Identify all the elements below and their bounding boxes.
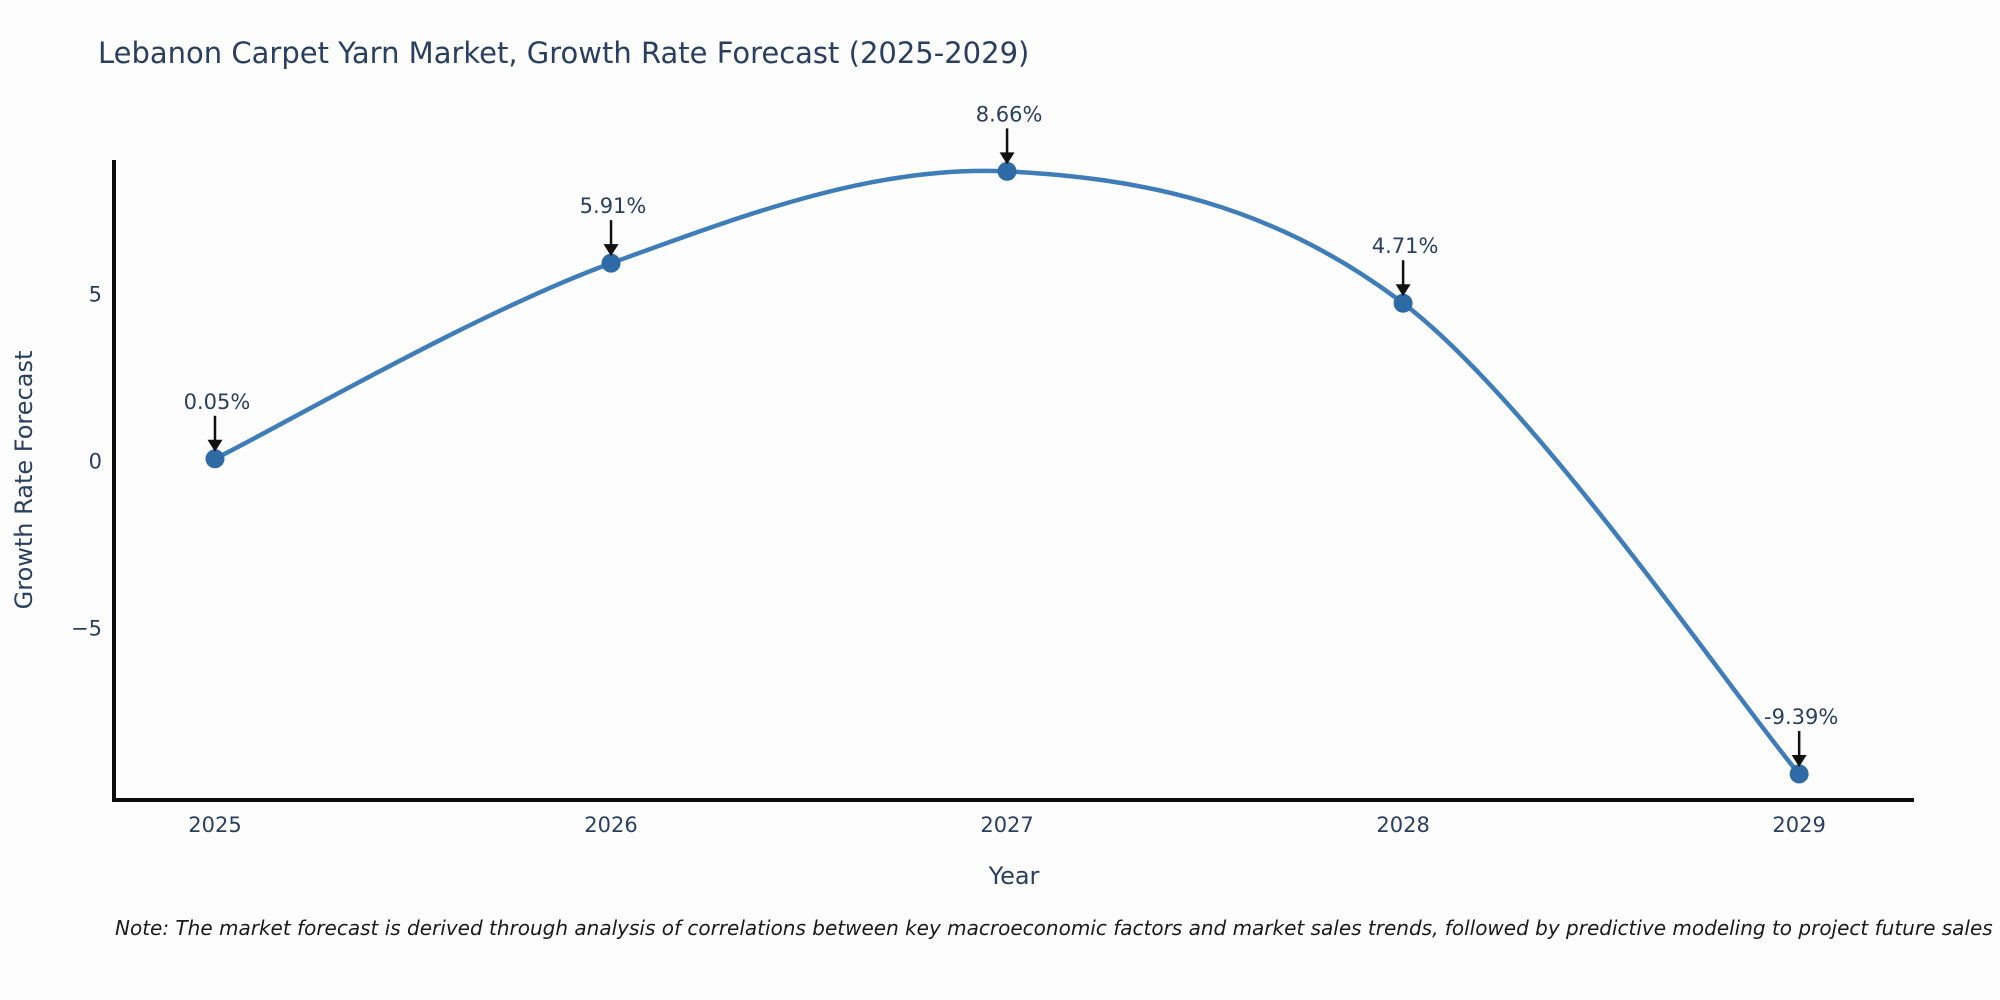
x-tick-label: 2029: [1772, 813, 1825, 837]
annotation-arrow-head-icon: [1791, 754, 1807, 767]
y-tick-label: 5: [89, 283, 102, 307]
annotation-arrow-head-icon: [1395, 284, 1411, 297]
y-tick-label: 0: [89, 449, 102, 473]
annotation-arrow-head-icon: [603, 244, 619, 257]
y-tick-label: −5: [71, 616, 102, 640]
annotation-label: 5.91%: [580, 194, 647, 218]
x-tick-label: 2025: [188, 813, 241, 837]
annotation-label: 0.05%: [184, 390, 251, 414]
x-axis-title: Year: [988, 862, 1040, 890]
chart-title: Lebanon Carpet Yarn Market, Growth Rate …: [98, 36, 1030, 70]
annotation-label: -9.39%: [1764, 705, 1838, 729]
annotation-label: 4.71%: [1372, 234, 1439, 258]
x-tick-label: 2028: [1376, 813, 1429, 837]
x-tick-label: 2026: [584, 813, 637, 837]
data-point-2025: [205, 449, 225, 469]
y-axis-title: Growth Rate Forecast: [10, 351, 38, 610]
data-point-2029: [1789, 764, 1809, 784]
annotation-arrow-head-icon: [999, 152, 1015, 165]
data-point-2026: [601, 253, 621, 273]
chart-footnote: Note: The market forecast is derived thr…: [115, 916, 1993, 940]
data-point-2027: [997, 161, 1017, 181]
annotation-label: 8.66%: [976, 102, 1043, 126]
data-point-2028: [1393, 293, 1413, 313]
forecast-line-series: [212, 168, 1802, 777]
x-tick-label: 2027: [980, 813, 1033, 837]
annotation-arrow-head-icon: [207, 439, 223, 452]
